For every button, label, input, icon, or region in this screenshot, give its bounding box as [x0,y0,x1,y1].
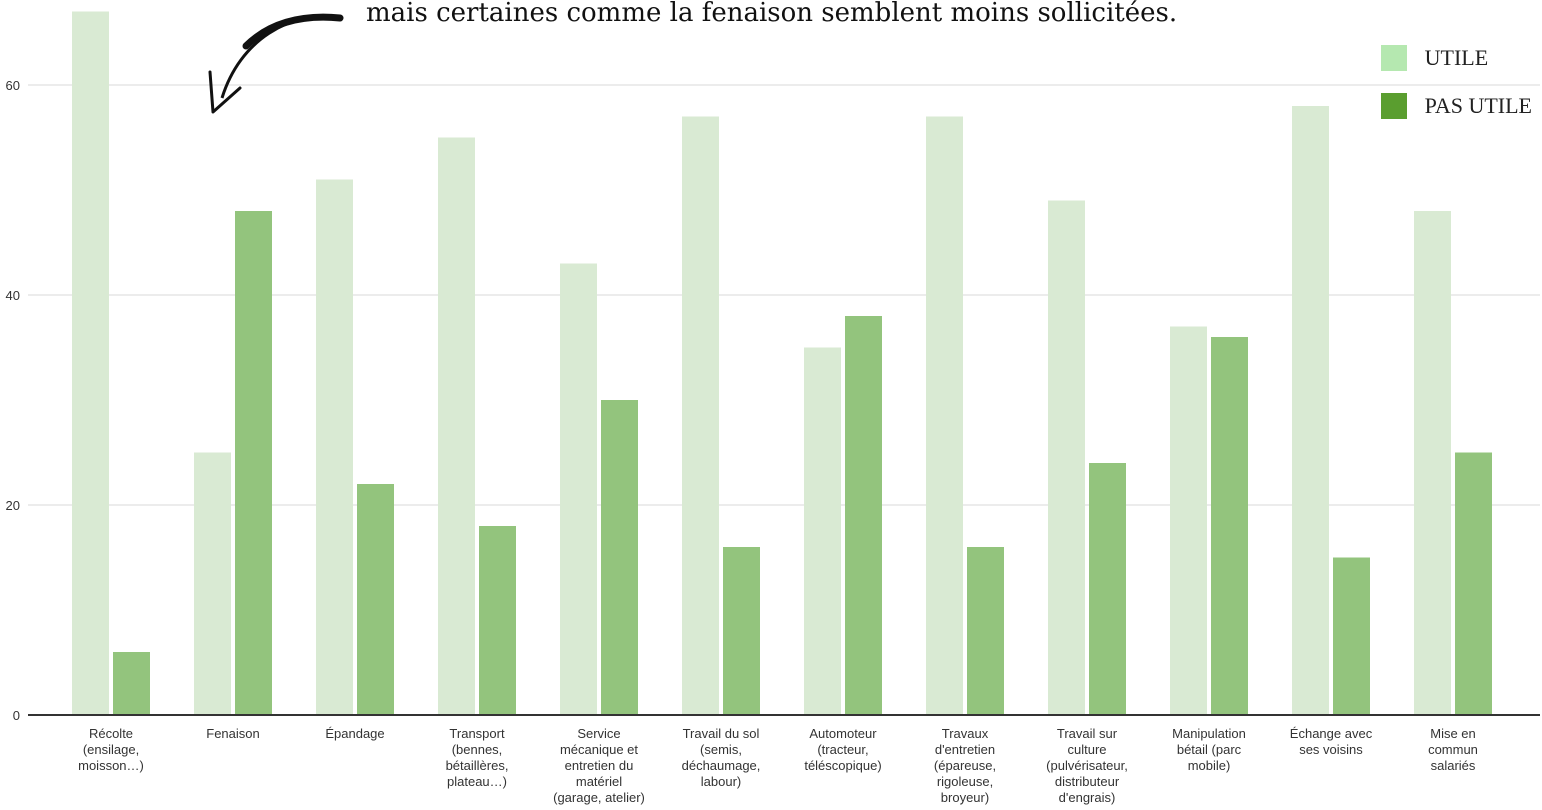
bar-pas-utile-10 [1333,557,1370,715]
bar-utile-5 [682,116,719,715]
curved-arrow-icon [208,13,344,114]
x-axis-labels: Récolte (ensilage, moisson…) Fenaison Épanda… [78,726,1478,805]
legend-item-utile: UTILE [1380,34,1532,82]
x-category-label: Automoteur (tracteur, téléscopique) [804,726,881,773]
bar-pas-utile-4 [601,400,638,715]
x-category-label: Mise en commun salariés [1428,726,1478,773]
bar-pas-utile-7 [967,547,1004,715]
x-category-label: Épandage [325,726,384,741]
legend-label-utile: UTILE [1424,45,1489,70]
x-category-label: Fenaison [206,726,259,741]
bar-utile-11 [1414,211,1451,715]
bar-utile-10 [1292,106,1329,715]
x-category-label: Échange avec ses voisins [1290,726,1373,757]
bar-utile-3 [438,137,475,715]
bar-pas-utile-6 [845,316,882,715]
bar-utile-0 [72,11,109,715]
x-category-label: Travail du sol (semis, déchaumage, labour) [682,726,761,789]
gridlines [28,84,1540,506]
y-tick-label: 20 [6,498,20,513]
bar-utile-9 [1170,326,1207,715]
legend-item-pas-utile: PAS UTILE [1380,82,1532,130]
y-axis-ticks: 0 20 40 60 [6,78,20,723]
bars [72,11,1492,715]
bar-utile-7 [926,116,963,715]
bar-pas-utile-8 [1089,463,1126,715]
bar-pas-utile-3 [479,526,516,715]
x-category-label: Récolte (ensilage, moisson…) [78,726,144,773]
bar-pas-utile-1 [235,211,272,715]
y-tick-label: 40 [6,288,20,303]
legend-swatch-utile [1380,45,1407,71]
bar-utile-4 [560,263,597,715]
x-category-label: Transport (bennes, bétaillères, plateau…) [446,726,509,789]
y-tick-label: 60 [6,78,20,93]
legend: UTILE PAS UTILE [1380,34,1532,130]
bar-pas-utile-2 [357,484,394,715]
bar-pas-utile-5 [723,547,760,715]
bar-pas-utile-0 [113,652,150,715]
bar-utile-8 [1048,200,1085,715]
x-category-label: Travaux d'entretien (épareuse, rigoleuse, br… [934,726,996,805]
x-category-label: Service mécanique et entretien du matériel(… [553,726,645,805]
bar-pas-utile-9 [1211,337,1248,715]
legend-swatch-pas-utile [1380,93,1407,119]
legend-label-pas-utile: PAS UTILE [1424,93,1532,118]
bar-utile-6 [804,347,841,715]
bar-utile-2 [316,179,353,715]
x-category-label: Manipulation bétail (parc mobile) [1172,726,1246,773]
x-category-label: Travail sur culture (pulvérisateur, distrib… [1046,726,1128,805]
y-tick-label: 0 [13,708,20,723]
chart-annotation: mais certaines comme la fenaison semblen… [366,0,1178,28]
bar-utile-1 [194,452,231,715]
bar-pas-utile-11 [1455,452,1492,715]
